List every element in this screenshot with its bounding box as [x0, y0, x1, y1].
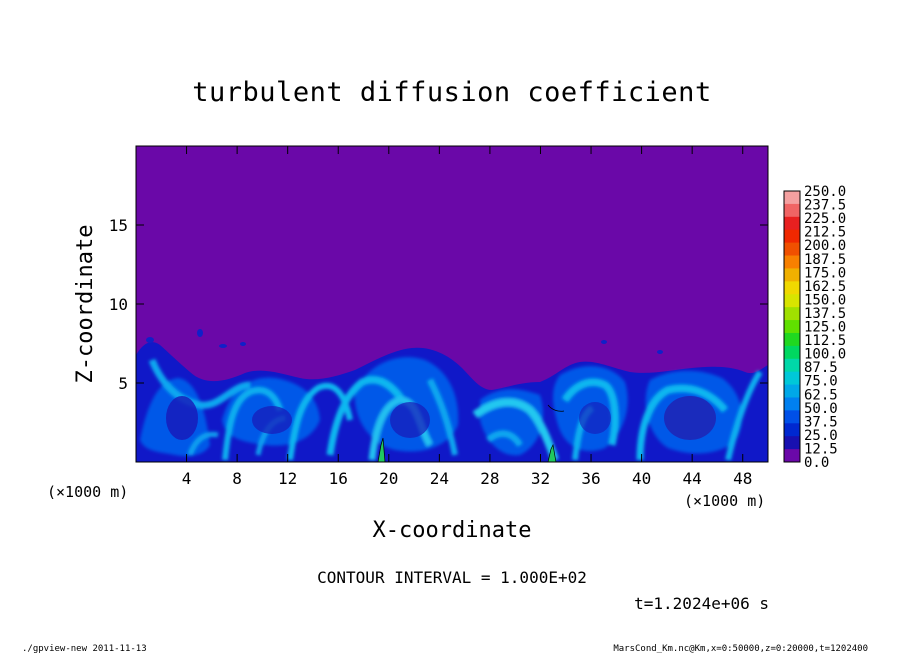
colorbar-label: 212.5	[804, 225, 846, 241]
x-tick-label: 20	[379, 469, 398, 488]
y-axis-label: Z-coordinate	[73, 225, 98, 384]
colorbar-swatch	[784, 216, 800, 231]
colorbar-swatch	[784, 203, 800, 218]
colorbar-label: 112.5	[804, 333, 846, 349]
colorbar-label: 137.5	[804, 306, 846, 322]
colorbar-label: 250.0	[804, 184, 846, 200]
colorbar-label: 200.0	[804, 238, 846, 254]
colorbar-swatch	[784, 281, 800, 295]
y-tick-label: 15	[109, 216, 128, 235]
colorbar-swatch	[784, 436, 800, 450]
contour-interval-label: CONTOUR INTERVAL = 1.000E+02	[317, 568, 587, 587]
colorbar-swatch	[784, 397, 800, 411]
colorbar-swatch	[784, 423, 800, 437]
y-axis-ticks: 5 10 15	[109, 216, 768, 393]
colorbar-label: 25.0	[804, 428, 838, 444]
colorbar-swatch	[784, 384, 800, 398]
turbulence-field	[136, 329, 768, 462]
colorbar-swatch	[784, 255, 800, 269]
colorbar-swatch	[784, 307, 800, 321]
colorbar-swatch	[784, 268, 800, 282]
x-axis-label: X-coordinate	[373, 518, 532, 543]
colorbar-label: 187.5	[804, 252, 846, 268]
time-label: t=1.2024e+06 s	[634, 594, 769, 613]
x-tick-label: 16	[329, 469, 348, 488]
x-tick-label: 24	[430, 469, 449, 488]
colorbar-label: 37.5	[804, 414, 838, 430]
colorbar-label: 75.0	[804, 374, 838, 390]
x-tick-label: 40	[632, 469, 651, 488]
x-tick-label: 36	[581, 469, 600, 488]
colorbar-swatch	[784, 371, 800, 385]
colorbar-swatch	[784, 410, 800, 424]
colorbar-swatch	[784, 294, 800, 308]
x-tick-label: 12	[278, 469, 297, 488]
colorbar-swatch	[784, 191, 800, 205]
x-tick-label: 8	[232, 469, 242, 488]
colorbar-swatch	[784, 320, 800, 334]
colorbar-label: 50.0	[804, 401, 838, 417]
colorbar-swatch	[784, 358, 800, 373]
colorbar-label: 150.0	[804, 292, 846, 308]
x-unit-label-right: (×1000 m)	[684, 492, 765, 510]
colorbar-label: 87.5	[804, 360, 838, 376]
colorbar-swatch	[784, 449, 800, 463]
x-tick-label: 28	[480, 469, 499, 488]
colorbar-label: 0.0	[804, 455, 829, 471]
colorbar-frame	[783, 190, 801, 463]
y-tick-label: 10	[109, 295, 128, 314]
x-axis-ticks: 4 8 12 16 20 24 28 32 36 40 44 48	[182, 146, 752, 488]
colorbar-swatch	[784, 345, 800, 360]
chart-title: turbulent diffusion coefficient	[192, 77, 711, 108]
x-tick-label: 44	[683, 469, 702, 488]
colorbar-label: 125.0	[804, 320, 846, 336]
footer-right: MarsCond_Km.nc@Km,x=0:50000,z=0:20000,t=…	[613, 644, 868, 654]
colorbar-label: 237.5	[804, 198, 846, 214]
x-tick-label: 4	[182, 469, 192, 488]
colorbar-label: 225.0	[804, 211, 846, 227]
y-tick-label: 5	[118, 374, 128, 393]
colorbar-label: 175.0	[804, 265, 846, 281]
colorbar-swatch	[784, 242, 800, 256]
colorbar-label: 12.5	[804, 441, 838, 457]
colorbar-label: 100.0	[804, 347, 846, 363]
colorbar-label: 62.5	[804, 387, 838, 403]
colorbar-label: 162.5	[804, 279, 846, 295]
colorbar: 250.0237.5225.0212.5200.0187.5175.0162.5…	[783, 184, 846, 471]
x-tick-label: 48	[733, 469, 752, 488]
x-unit-label-left: (×1000 m)	[47, 483, 128, 501]
x-tick-label: 32	[531, 469, 550, 488]
colorbar-swatch	[784, 332, 800, 347]
footer-left: ./gpview-new 2011-11-13	[22, 644, 147, 654]
colorbar-swatch	[784, 229, 800, 244]
